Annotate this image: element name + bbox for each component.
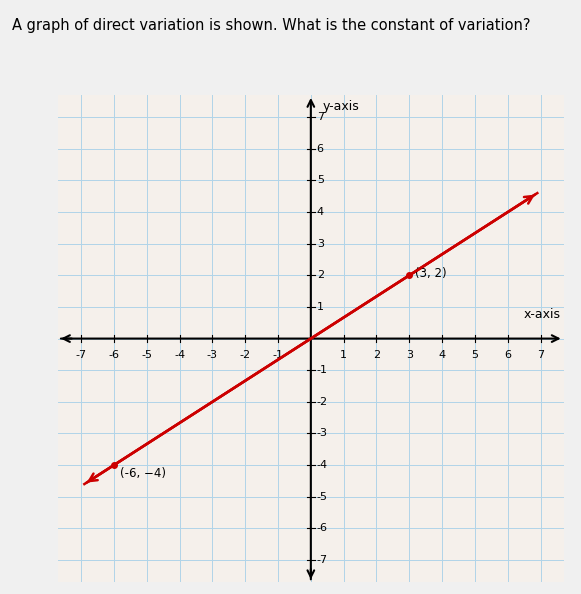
Text: 4: 4 <box>439 350 446 359</box>
Text: -6: -6 <box>317 523 328 533</box>
Text: 6: 6 <box>317 144 324 154</box>
Text: 7: 7 <box>317 112 324 122</box>
Text: -5: -5 <box>317 492 328 502</box>
Text: -6: -6 <box>109 350 120 359</box>
Text: (3, 2): (3, 2) <box>415 267 447 280</box>
Text: -3: -3 <box>207 350 218 359</box>
Text: 2: 2 <box>373 350 380 359</box>
Text: A graph of direct variation is shown. What is the constant of variation?: A graph of direct variation is shown. Wh… <box>12 18 530 33</box>
Text: -2: -2 <box>317 397 328 407</box>
Text: 7: 7 <box>537 350 544 359</box>
Text: -7: -7 <box>76 350 87 359</box>
Text: 6: 6 <box>504 350 511 359</box>
Text: 5: 5 <box>471 350 478 359</box>
Text: x-axis: x-axis <box>523 308 560 321</box>
Text: 3: 3 <box>317 239 324 249</box>
Text: 5: 5 <box>317 175 324 185</box>
Text: 4: 4 <box>317 207 324 217</box>
Text: (-6, −4): (-6, −4) <box>120 467 166 480</box>
Text: -1: -1 <box>317 365 328 375</box>
Text: 3: 3 <box>406 350 413 359</box>
Text: -4: -4 <box>174 350 185 359</box>
Text: -2: -2 <box>239 350 251 359</box>
Text: -4: -4 <box>317 460 328 470</box>
Text: 2: 2 <box>317 270 324 280</box>
Text: -7: -7 <box>317 555 328 565</box>
Text: 1: 1 <box>340 350 347 359</box>
Text: -5: -5 <box>141 350 152 359</box>
Text: -1: -1 <box>272 350 284 359</box>
Text: y-axis: y-axis <box>322 100 359 113</box>
Text: -3: -3 <box>317 428 328 438</box>
Text: 1: 1 <box>317 302 324 312</box>
